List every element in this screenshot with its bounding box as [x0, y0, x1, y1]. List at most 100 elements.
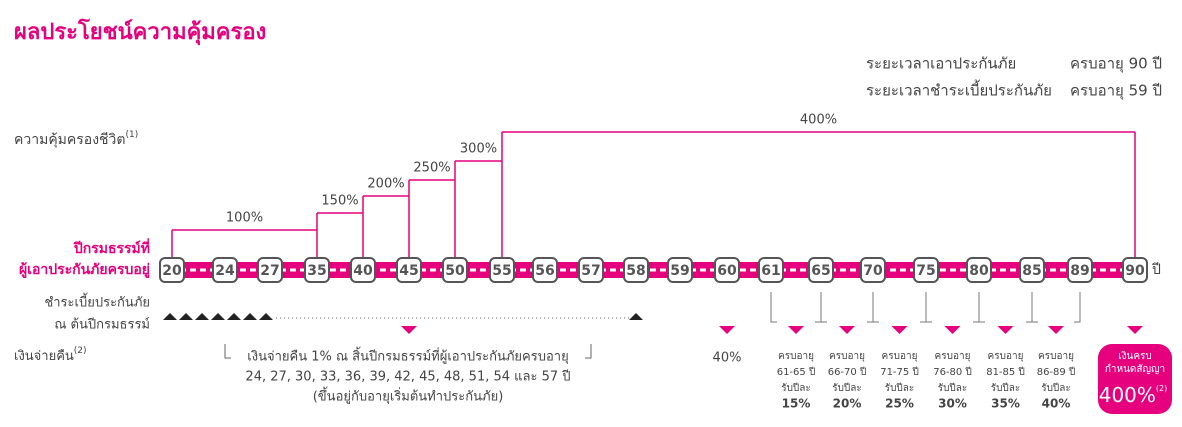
period-per-year: รับปีละ [885, 382, 915, 394]
premium-label: ณ ต้นปีกรมธรรม์ [54, 317, 150, 333]
maturity-amount: 400%(2) [1099, 383, 1168, 407]
period-label: ครบอายุ [882, 351, 918, 362]
refund-label-text: เงินจ่ายคืน [14, 348, 74, 364]
age-node [396, 257, 422, 283]
period-rate: 25% [885, 397, 914, 411]
age-node [758, 257, 784, 283]
coverage-step: 300% [460, 142, 497, 157]
age-label: 75 [916, 263, 935, 279]
age-node [304, 257, 330, 283]
age-label: 24 [215, 263, 235, 279]
age-node [808, 257, 834, 283]
coverage-step: 200% [367, 177, 404, 192]
coverage-step: 100% [226, 211, 263, 226]
period-rate: 30% [938, 397, 967, 411]
refund-marker [1127, 326, 1143, 334]
age-label: 40 [353, 263, 373, 279]
period-bracket [872, 292, 927, 323]
age-node [966, 257, 992, 283]
period-bracket [1031, 292, 1081, 323]
refund-marker [944, 326, 961, 334]
age-label: 59 [670, 263, 689, 279]
badge-bg [1098, 344, 1172, 414]
age-label: 50 [445, 263, 465, 279]
term-value: ครบอายุ 59 ปี [1070, 82, 1162, 101]
refund-note: (2) [74, 346, 87, 356]
age-node [532, 257, 558, 283]
refund-marker [997, 326, 1014, 334]
period-range: 81-85 ปี [986, 366, 1025, 378]
refund-note-line: 24, 27, 30, 33, 36, 39, 42, 45, 48, 51, … [245, 369, 570, 385]
title: ผลประโยชน์ความคุ้มครอง [14, 18, 266, 46]
period-range: 71-75 ปี [880, 366, 919, 378]
premium-marker [629, 313, 643, 320]
period-per-year: รับปีละ [832, 382, 862, 394]
term-value: ครบอายุ 90 ปี [1070, 55, 1162, 74]
period-label: ครบอายุ [778, 351, 814, 362]
timeline-unit: ปี [1152, 262, 1161, 278]
maturity-line: เงินครบ [1118, 351, 1152, 362]
period-per-year: รับปีละ [1041, 382, 1071, 394]
age-label: 27 [260, 263, 279, 279]
age-label: 65 [811, 263, 830, 279]
period-range: 86-89 ปี [1037, 366, 1076, 378]
period-bracket [820, 292, 874, 323]
age-label: 80 [969, 263, 989, 279]
age-node [1122, 257, 1148, 283]
age-node [860, 257, 886, 283]
age-node [578, 257, 604, 283]
coverage-label-text: ความคุ้มครองชีวิต [14, 132, 126, 148]
age-label: 20 [162, 263, 182, 279]
maturity-line: กำหนดสัญญา [1105, 364, 1165, 375]
age-node [159, 257, 185, 283]
coverage-label: ความคุ้มครองชีวิต(1) [14, 130, 138, 149]
period-bracket [978, 292, 1033, 323]
coverage-note: (1) [126, 130, 139, 140]
age-label: 90 [1125, 263, 1145, 279]
premium-marker [179, 313, 193, 320]
refund-note-line: (ขึ้นอยู่กับอายุเริ่มต้นทำประกันภัย) [313, 387, 504, 405]
age-label: 35 [307, 263, 326, 279]
refund-label: เงินจ่ายคืน(2) [14, 346, 87, 364]
premium-label: ชำระเบี้ยประกันภัย [44, 293, 150, 311]
age-node [1019, 257, 1045, 283]
timeline-label: ปีกรมธรรม์ที่ [72, 238, 150, 257]
period-per-year: รับปีละ [938, 382, 968, 394]
period-label: ครบอายุ [988, 351, 1024, 362]
period-rate: 20% [833, 397, 862, 411]
period-rate: 40% [1042, 397, 1071, 411]
premium-marker [243, 313, 257, 320]
age-node [212, 257, 238, 283]
period-range: 61-65 ปี [777, 366, 816, 378]
age-label: 58 [626, 263, 645, 279]
age-node [913, 257, 939, 283]
period-bracket [770, 292, 822, 323]
age-label: 57 [581, 263, 600, 279]
maturity-rate: 400% [1099, 383, 1156, 407]
term-label: ระยะเวลาชำระเบี้ยประกันภัย [866, 80, 1052, 100]
term-label: ระยะเวลาเอาประกันภัย [866, 55, 1016, 73]
period-label: ครบอายุ [1038, 351, 1074, 362]
age-label: 61 [761, 263, 780, 279]
age-node [257, 257, 283, 283]
refund-marker [788, 326, 804, 334]
refund-marker [891, 326, 908, 334]
age-label: 70 [863, 263, 883, 279]
refund-note-line: เงินจ่ายคืน 1% ณ สิ้นปีกรมธรรม์ที่ผู้เอา… [247, 347, 568, 365]
age-node [442, 257, 468, 283]
refund-marker [839, 326, 855, 334]
age-label: 56 [535, 263, 554, 279]
refund-marker [1048, 326, 1064, 334]
maturity-note: (2) [1156, 384, 1167, 393]
refund-marker [719, 326, 735, 334]
refund-at-60: 40% [713, 351, 742, 366]
period-label: ครบอายุ [935, 351, 971, 362]
age-node [489, 257, 515, 283]
age-node [667, 257, 693, 283]
refund-bracket [224, 344, 592, 359]
period-bracket [925, 292, 980, 323]
timeline-label: ผู้เอาประกันภัยครบอยู่ [19, 262, 150, 278]
age-node [350, 257, 376, 283]
age-node [623, 257, 649, 283]
